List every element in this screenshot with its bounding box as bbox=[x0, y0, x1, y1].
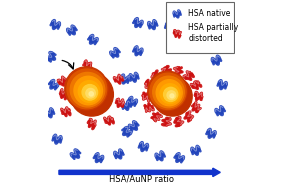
Circle shape bbox=[164, 87, 178, 101]
Circle shape bbox=[65, 67, 108, 110]
Circle shape bbox=[153, 77, 192, 116]
FancyArrow shape bbox=[59, 168, 220, 177]
Circle shape bbox=[148, 71, 187, 111]
Circle shape bbox=[70, 72, 105, 107]
Circle shape bbox=[70, 73, 113, 116]
Circle shape bbox=[89, 92, 93, 96]
Circle shape bbox=[167, 91, 176, 99]
Text: HSA native: HSA native bbox=[188, 9, 231, 18]
Circle shape bbox=[78, 81, 100, 102]
Circle shape bbox=[153, 76, 184, 108]
Circle shape bbox=[156, 80, 182, 106]
FancyBboxPatch shape bbox=[166, 2, 234, 53]
Circle shape bbox=[74, 76, 102, 105]
Text: HSA/AuNP ratio: HSA/AuNP ratio bbox=[109, 175, 174, 184]
Text: HSA partially
distorted: HSA partially distorted bbox=[188, 23, 239, 43]
Circle shape bbox=[160, 84, 180, 103]
Circle shape bbox=[67, 69, 107, 109]
Circle shape bbox=[150, 73, 186, 109]
Circle shape bbox=[82, 84, 98, 100]
Circle shape bbox=[170, 94, 174, 98]
Circle shape bbox=[86, 88, 95, 98]
